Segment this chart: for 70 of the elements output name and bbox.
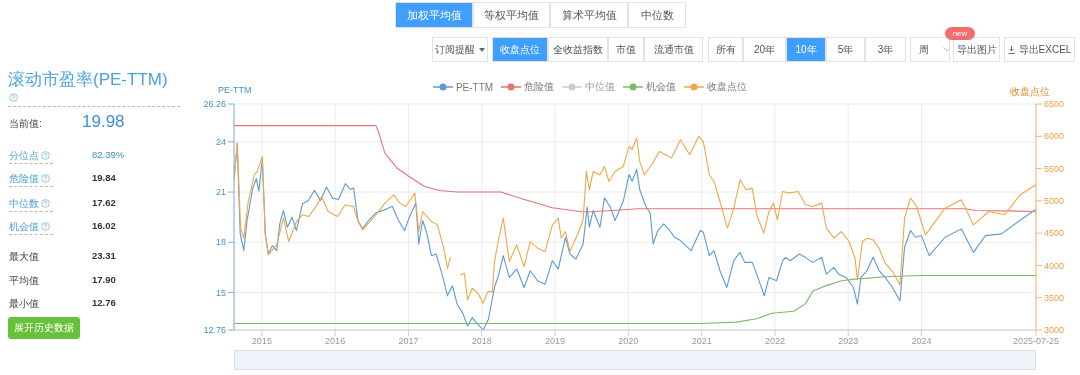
y2-tick-label: 5000 — [1044, 196, 1065, 207]
x-tick-label: 2015 — [251, 336, 272, 347]
y-tick-label: 26.26 — [203, 99, 226, 110]
text: 最小值 — [9, 297, 39, 311]
y2-tick-label: 4000 — [1044, 260, 1065, 271]
text: 19.98 — [82, 112, 125, 132]
x-tick-label: 2017 — [398, 336, 419, 347]
x-tick-label: 2025-07-25 — [1012, 336, 1060, 347]
y-tick-label: 12.76 — [203, 325, 226, 336]
text: 导出图片 — [953, 37, 1000, 62]
y-tick-label: 18 — [215, 237, 226, 248]
text: 5年 — [837, 42, 854, 57]
text: 导出EXCEL — [1018, 42, 1072, 57]
x-tick-label: 2016 — [325, 336, 346, 347]
x-tick-label: 2021 — [691, 336, 712, 347]
y-tick-label: 24 — [215, 137, 226, 148]
text: 10年 — [795, 42, 817, 57]
legend-label: PE-TTM — [455, 81, 494, 93]
y-axis-title: PE-TTM — [218, 85, 252, 95]
text: 市值 — [616, 42, 636, 57]
x-tick-label: 2023 — [838, 336, 859, 347]
line-series — [234, 125, 1036, 213]
y2-tick-label: 3000 — [1044, 325, 1065, 336]
text: 订阅提醒 — [435, 42, 475, 57]
x-tick-label: 2022 — [764, 336, 785, 347]
y-tick-label: 21 — [215, 187, 226, 198]
text: 中位数 — [628, 2, 686, 28]
text: 滚动市盈率(PE-TTM) — [8, 69, 168, 91]
y2-tick-label: 4500 — [1044, 228, 1065, 239]
text: 加权平均值 — [395, 2, 473, 28]
legend-label: 机会值 — [646, 80, 677, 94]
line-series — [234, 274, 1036, 325]
y2-axis-title: 收盘点位 — [1010, 85, 1050, 99]
text: 展开历史数据 — [8, 317, 80, 339]
text: 周 — [919, 42, 929, 57]
x-tick-label: 2024 — [911, 336, 932, 347]
legend-label: 危险值 — [524, 80, 555, 94]
text: 当前值: — [9, 117, 42, 131]
text: 17.62 — [92, 197, 116, 208]
y-tick-label: 15 — [215, 287, 226, 298]
legend-label: 收盘点位 — [707, 80, 748, 94]
text: 3年 — [877, 42, 894, 57]
text: 流通市值 — [653, 42, 694, 57]
text: 17.90 — [92, 274, 116, 285]
text: 算术平均值 — [550, 2, 628, 28]
y2-tick-label: 6000 — [1044, 131, 1065, 142]
x-tick-label: 2019 — [545, 336, 566, 347]
y2-tick-label: 6500 — [1044, 99, 1065, 110]
text: new — [945, 27, 975, 40]
text: 机会值 — [9, 220, 53, 235]
text: 收盘点位 — [500, 42, 540, 57]
text: 所有 — [715, 42, 736, 57]
text: 23.31 — [92, 250, 116, 261]
y2-tick-label: 3500 — [1044, 292, 1065, 303]
text: 等权平均值 — [473, 2, 550, 28]
text: 82.39% — [92, 149, 125, 160]
text: 19.84 — [92, 172, 116, 183]
text: 20年 — [753, 42, 776, 57]
x-tick-label: 2018 — [471, 336, 492, 347]
legend-label: 中位值 — [585, 80, 616, 94]
text: 平均值 — [9, 274, 39, 288]
text: 危险值 — [9, 172, 53, 187]
y2-tick-label: 5500 — [1044, 163, 1065, 174]
text: 最大值 — [9, 250, 39, 264]
text: 12.76 — [92, 297, 116, 308]
text: 全收益指数 — [553, 42, 603, 57]
text: 中位数 — [9, 197, 53, 212]
x-tick-label: 2020 — [618, 336, 639, 347]
text: 分位点 — [9, 149, 53, 164]
text: 16.02 — [92, 220, 116, 231]
